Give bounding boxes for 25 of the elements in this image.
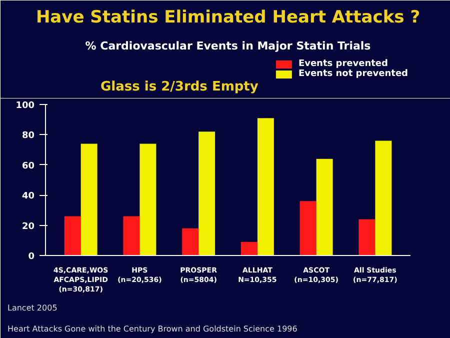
text: Heart Attacks Gone with the Century Brown and Goldstein Science 1996: [8, 324, 298, 334]
bar: [240, 242, 258, 256]
y-tick-label: 60: [22, 161, 35, 172]
y-tick-label: 40: [22, 192, 35, 202]
bar: [316, 158, 333, 256]
bar: [375, 140, 392, 256]
bar: [257, 118, 274, 256]
bar: [182, 228, 199, 256]
y-tick-label: 0: [28, 252, 35, 262]
bar: [123, 216, 140, 256]
text: Glass is 2/3rds Empty: [100, 80, 259, 94]
bar: [198, 132, 216, 256]
legend-label: Events prevented: [298, 59, 388, 69]
y-tick-label: 80: [22, 131, 35, 142]
legend-label: Events not prevented: [298, 69, 408, 79]
y-tick-label: 20: [22, 222, 35, 232]
chart-title: Have Statins Eliminated Heart Attacks ?: [36, 8, 420, 28]
bar: [64, 216, 81, 256]
chart-subtitle: % Cardiovascular Events in Major Statin Trials: [85, 40, 372, 52]
y-tick-label: 100: [16, 101, 35, 111]
bar: [358, 219, 376, 256]
bar: [140, 144, 156, 256]
bar: [80, 144, 98, 256]
text: Lancet 2005: [8, 304, 58, 312]
bar: [300, 201, 316, 256]
